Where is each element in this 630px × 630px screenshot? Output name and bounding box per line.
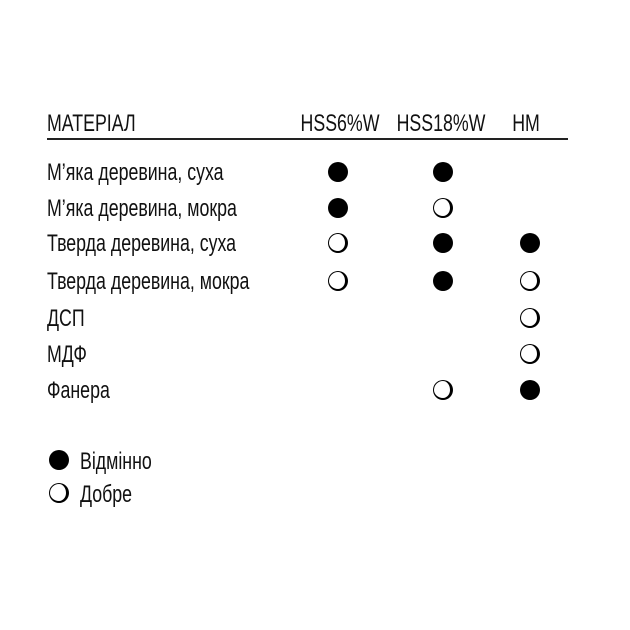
row-label: М’яка деревина, мокра <box>47 195 237 222</box>
row-label: М’яка деревина, суха <box>47 159 224 186</box>
open-circle-icon <box>520 308 540 328</box>
legend-excellent: Відмінно <box>80 448 152 475</box>
header-divider <box>47 138 568 140</box>
open-circle-icon <box>49 483 69 503</box>
header-hss18: HSS18%W <box>396 110 486 137</box>
filled-circle-icon <box>328 198 348 218</box>
filled-circle-icon <box>49 450 69 470</box>
row-label: Фанера <box>47 377 110 404</box>
row-label: Тверда деревина, суха <box>47 230 237 257</box>
open-circle-icon <box>433 380 453 400</box>
open-circle-icon <box>520 344 540 364</box>
row-label: МДФ <box>47 341 87 368</box>
open-circle-icon <box>520 271 540 291</box>
filled-circle-icon <box>520 233 540 253</box>
filled-circle-icon <box>433 271 453 291</box>
row-label: ДСП <box>47 305 85 332</box>
header-material: МАТЕРІАЛ <box>47 110 136 137</box>
row-label: Тверда деревина, мокра <box>47 268 250 295</box>
open-circle-icon <box>328 271 348 291</box>
filled-circle-icon <box>433 233 453 253</box>
legend-good: Добре <box>80 481 133 508</box>
filled-circle-icon <box>433 162 453 182</box>
filled-circle-icon <box>328 162 348 182</box>
open-circle-icon <box>328 233 348 253</box>
header-hss6: HSS6%W <box>300 110 380 137</box>
filled-circle-icon <box>520 380 540 400</box>
open-circle-icon <box>433 198 453 218</box>
header-hm: HM <box>512 110 540 137</box>
